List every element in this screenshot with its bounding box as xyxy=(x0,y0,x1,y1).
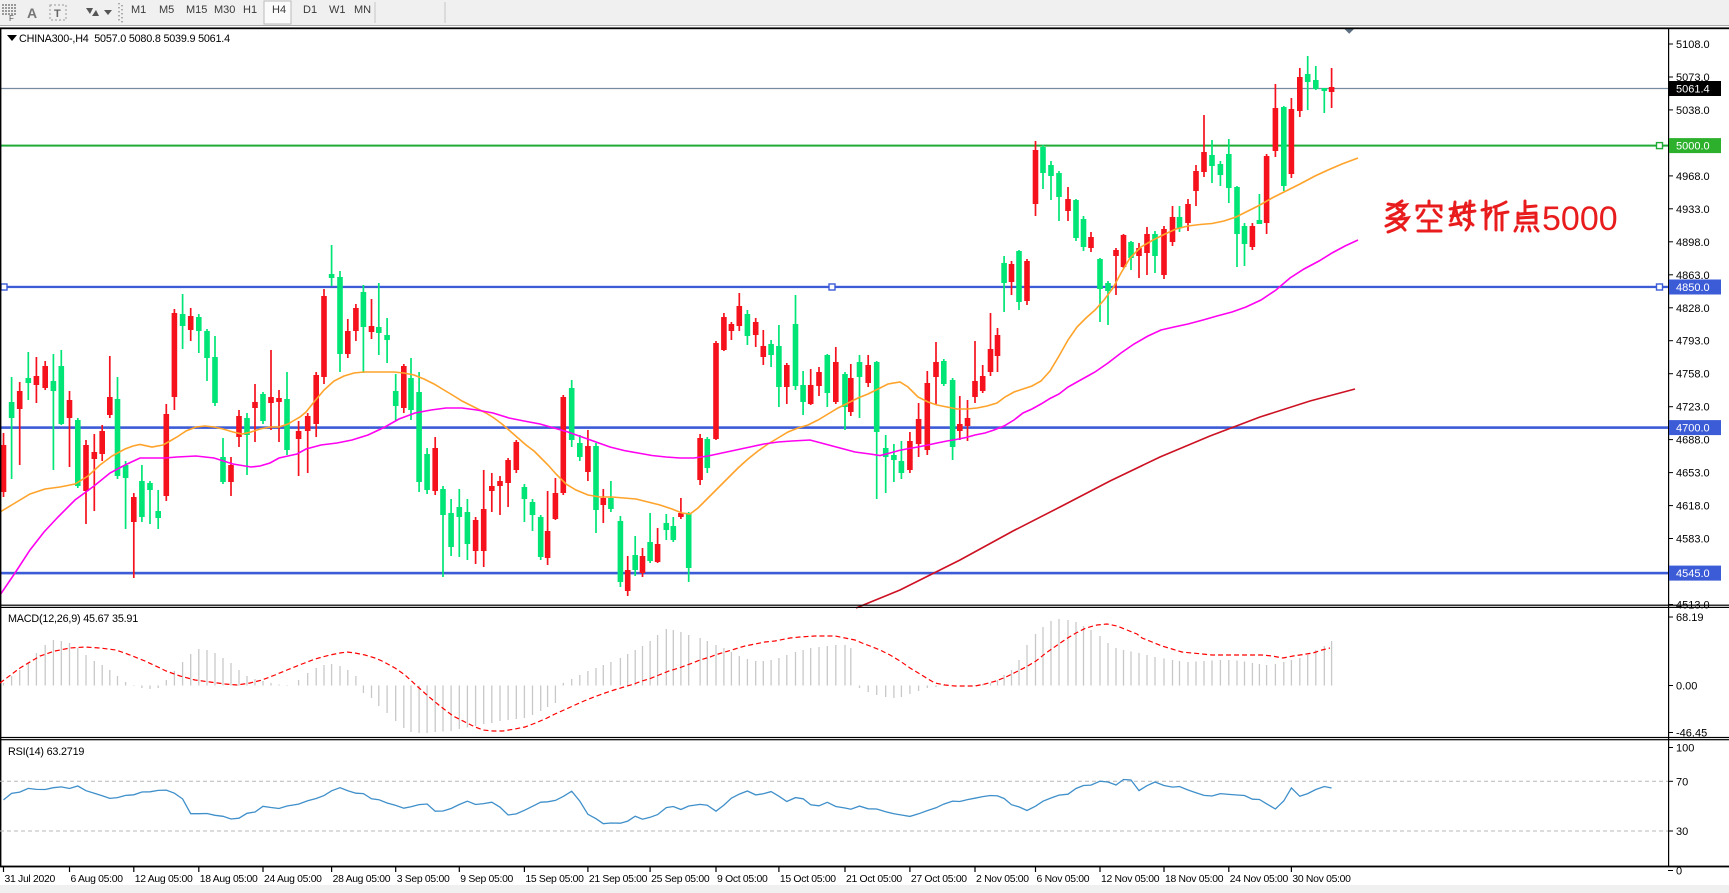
svg-text:18 Aug 05:00: 18 Aug 05:00 xyxy=(200,874,258,885)
svg-text:31 Jul 2020: 31 Jul 2020 xyxy=(5,874,56,885)
svg-text:0: 0 xyxy=(1676,866,1682,878)
svg-text:4688.0: 4688.0 xyxy=(1676,435,1710,447)
svg-text:4933.0: 4933.0 xyxy=(1676,204,1710,216)
svg-text:2 Nov 05:00: 2 Nov 05:00 xyxy=(976,874,1029,885)
svg-text:T: T xyxy=(54,8,61,20)
svg-text:5108.0: 5108.0 xyxy=(1676,39,1710,51)
svg-text:9 Oct 05:00: 9 Oct 05:00 xyxy=(717,874,768,885)
svg-text:100: 100 xyxy=(1676,743,1694,755)
svg-text:21 Sep 05:00: 21 Sep 05:00 xyxy=(589,874,648,885)
svg-text:15 Oct 05:00: 15 Oct 05:00 xyxy=(780,874,836,885)
svg-text:4850.0: 4850.0 xyxy=(1676,282,1710,294)
svg-text:24 Aug 05:00: 24 Aug 05:00 xyxy=(264,874,322,885)
svg-text:4618.0: 4618.0 xyxy=(1676,501,1710,513)
svg-text:-46.45: -46.45 xyxy=(1676,728,1707,740)
svg-text:4828.0: 4828.0 xyxy=(1676,303,1710,315)
svg-text:5000: 5000 xyxy=(1542,200,1618,238)
svg-text:4793.0: 4793.0 xyxy=(1676,336,1710,348)
svg-text:3 Sep 05:00: 3 Sep 05:00 xyxy=(397,874,450,885)
svg-text:A: A xyxy=(27,5,37,21)
svg-text:15 Sep 05:00: 15 Sep 05:00 xyxy=(525,874,584,885)
svg-text:F: F xyxy=(9,14,14,23)
svg-text:4513.0: 4513.0 xyxy=(1676,600,1710,612)
svg-text:4545.0: 4545.0 xyxy=(1676,568,1710,580)
svg-text:24 Nov 05:00: 24 Nov 05:00 xyxy=(1230,874,1289,885)
svg-text:30 Nov 05:00: 30 Nov 05:00 xyxy=(1292,874,1351,885)
svg-text:28 Aug 05:00: 28 Aug 05:00 xyxy=(333,874,391,885)
svg-text:0.00: 0.00 xyxy=(1676,681,1697,693)
svg-text:30: 30 xyxy=(1676,826,1688,838)
svg-text:12 Nov 05:00: 12 Nov 05:00 xyxy=(1101,874,1160,885)
svg-text:6 Aug 05:00: 6 Aug 05:00 xyxy=(71,874,124,885)
svg-text:4758.0: 4758.0 xyxy=(1676,369,1710,381)
svg-text:25 Sep 05:00: 25 Sep 05:00 xyxy=(651,874,710,885)
svg-text:MACD(12,26,9) 45.67 35.91: MACD(12,26,9) 45.67 35.91 xyxy=(8,613,138,625)
svg-text:5061.4: 5061.4 xyxy=(1676,84,1710,96)
svg-text:CHINA300-,H4 5057.0 5080.8 50: CHINA300-,H4 5057.0 5080.8 5039.9 5061.4 xyxy=(19,33,230,45)
svg-text:4723.0: 4723.0 xyxy=(1676,402,1710,414)
svg-text:5038.0: 5038.0 xyxy=(1676,105,1710,117)
svg-text:5000.0: 5000.0 xyxy=(1676,141,1710,153)
svg-text:70: 70 xyxy=(1676,776,1688,788)
svg-text:18 Nov 05:00: 18 Nov 05:00 xyxy=(1165,874,1224,885)
svg-text:6 Nov 05:00: 6 Nov 05:00 xyxy=(1037,874,1090,885)
svg-text:27 Oct 05:00: 27 Oct 05:00 xyxy=(911,874,967,885)
svg-text:4700.0: 4700.0 xyxy=(1676,423,1710,435)
svg-text:RSI(14) 63.2719: RSI(14) 63.2719 xyxy=(8,746,84,758)
svg-text:4653.0: 4653.0 xyxy=(1676,468,1710,480)
svg-text:4968.0: 4968.0 xyxy=(1676,171,1710,183)
svg-text:68.19: 68.19 xyxy=(1676,612,1704,624)
svg-text:21 Oct 05:00: 21 Oct 05:00 xyxy=(846,874,902,885)
svg-text:4583.0: 4583.0 xyxy=(1676,534,1710,546)
svg-text:4863.0: 4863.0 xyxy=(1676,270,1710,282)
svg-text:4898.0: 4898.0 xyxy=(1676,237,1710,249)
svg-text:12 Aug 05:00: 12 Aug 05:00 xyxy=(135,874,193,885)
svg-text:9 Sep 05:00: 9 Sep 05:00 xyxy=(460,874,513,885)
